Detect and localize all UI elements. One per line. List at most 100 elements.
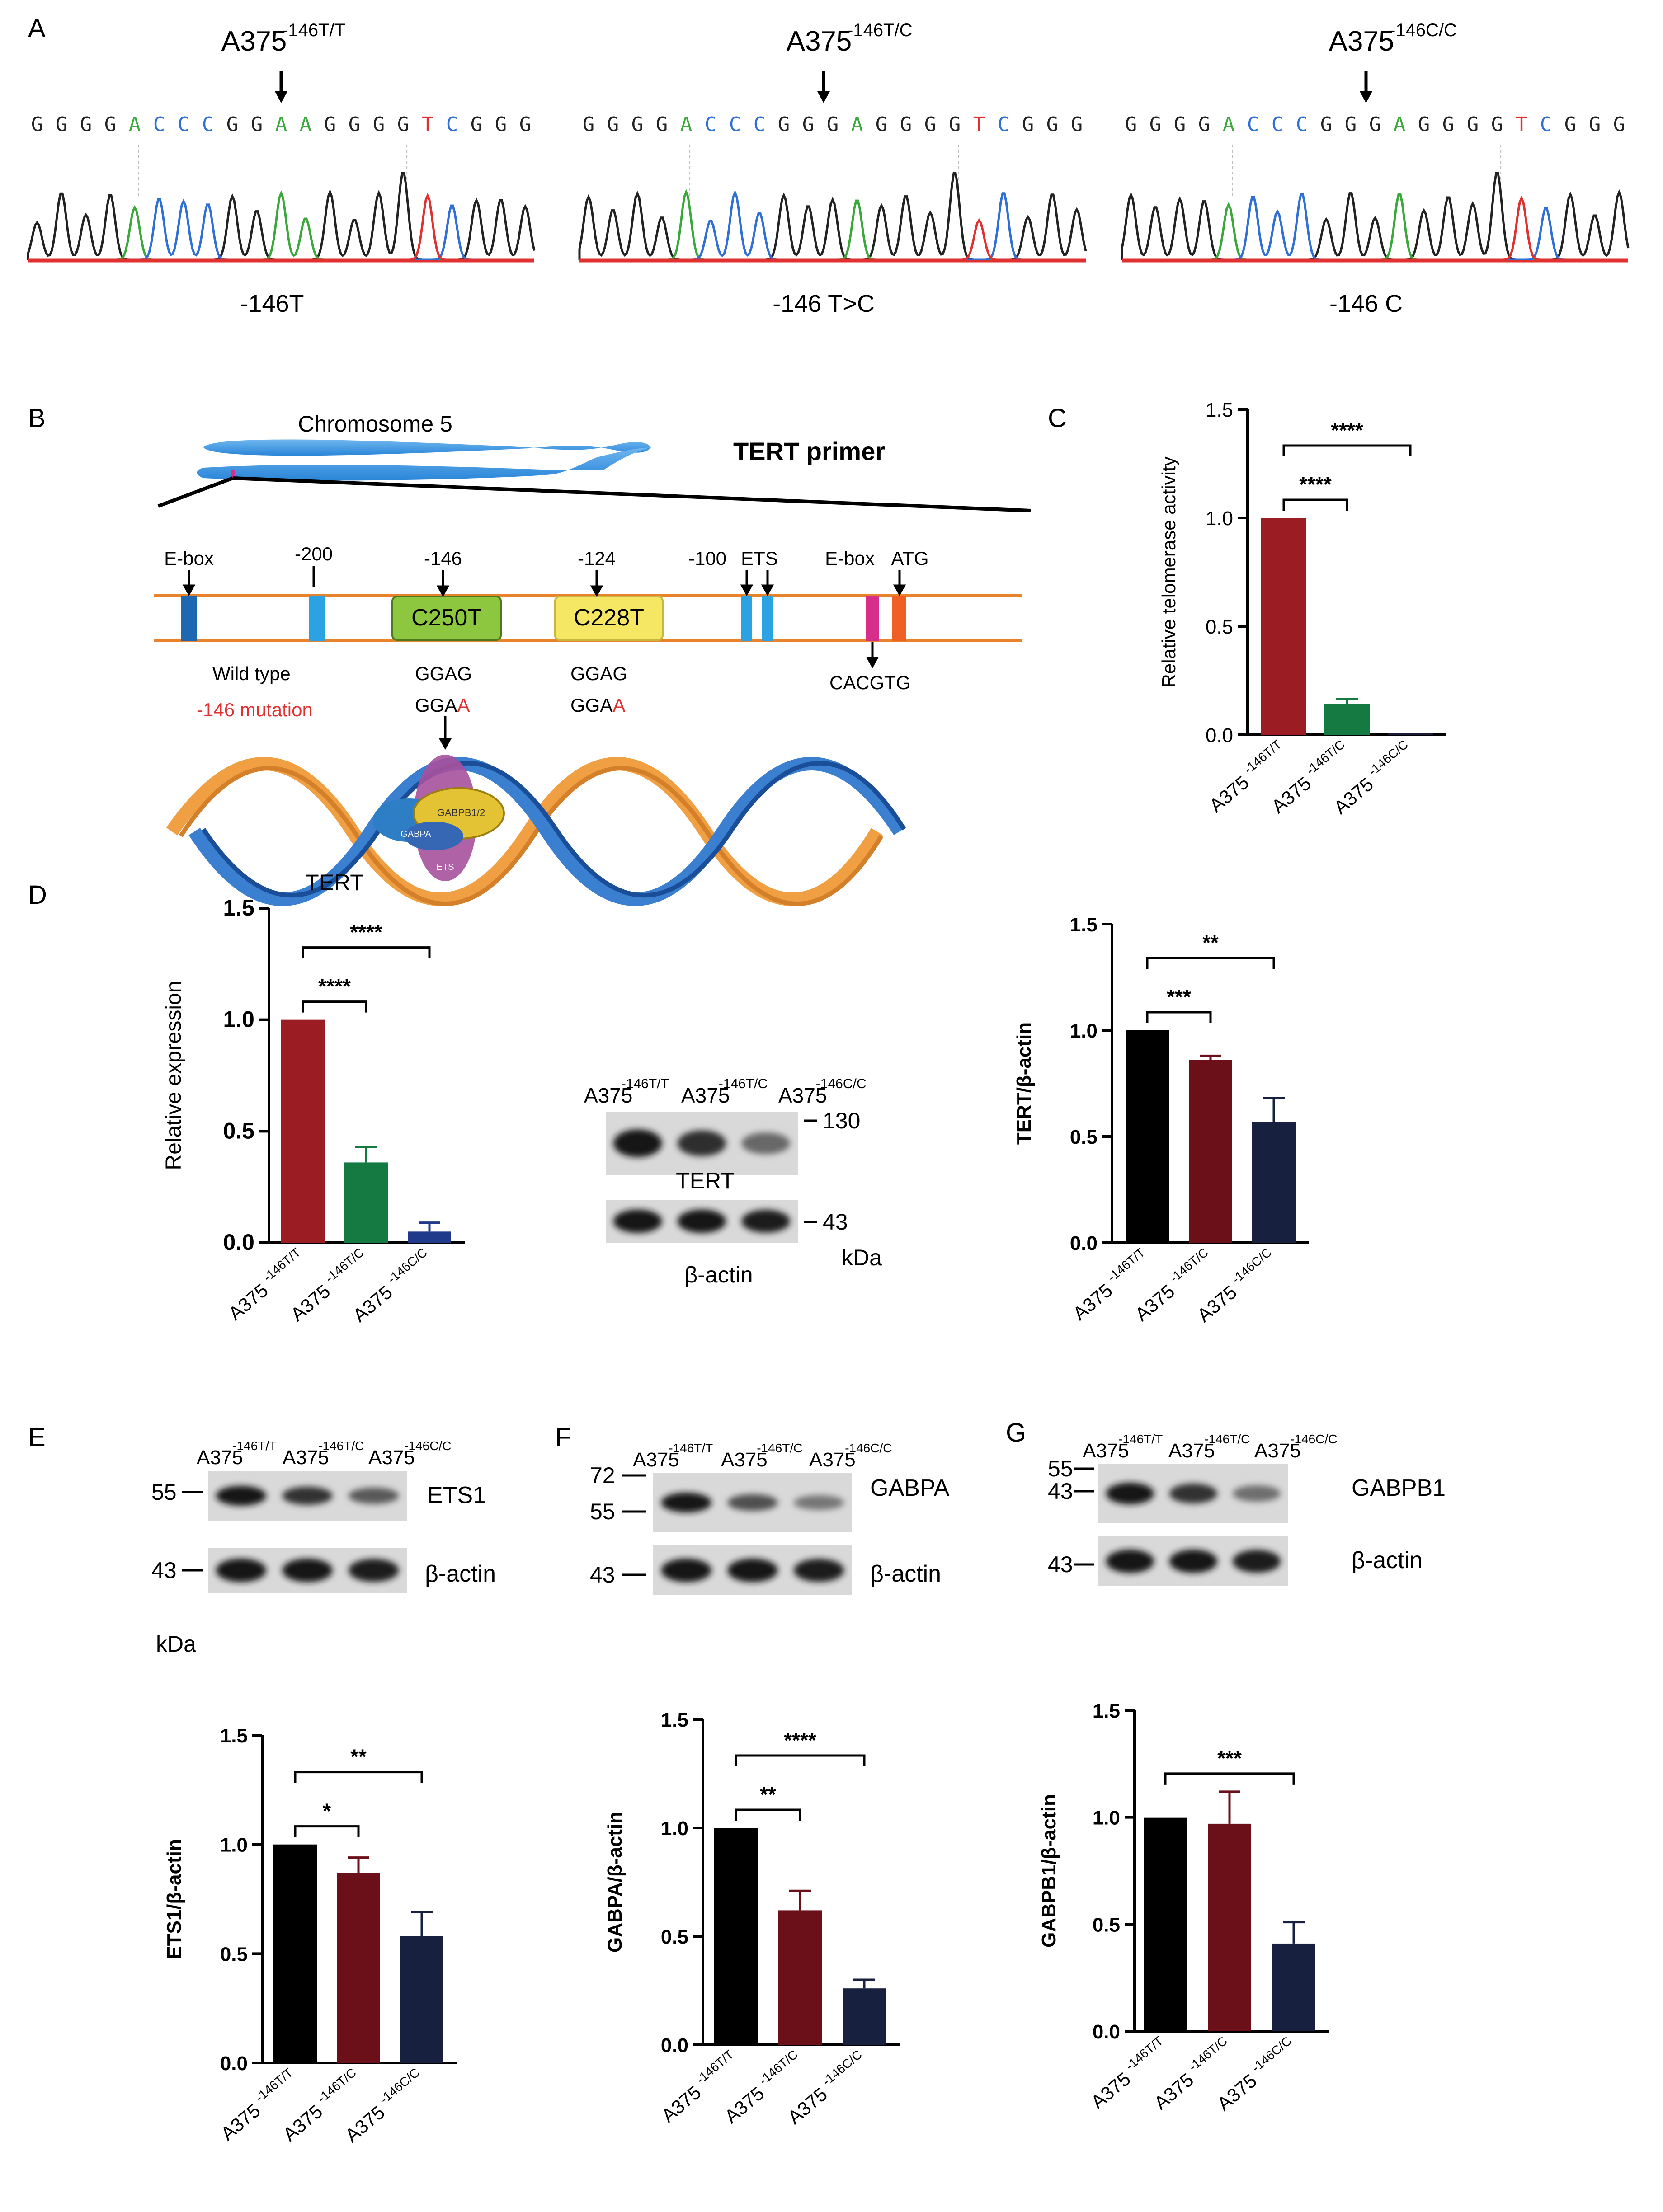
y-tick-label: 0.5 [661, 1926, 688, 1948]
band [661, 1493, 712, 1512]
base-call: C [1540, 113, 1552, 136]
lane-genotype: -146C/C [816, 1076, 867, 1091]
lane-genotype: -146T/C [1204, 1432, 1250, 1446]
lane-genotype: -146T/T [669, 1441, 713, 1455]
y-tick-label: 0.5 [1070, 1126, 1098, 1148]
base-call: A [851, 113, 863, 136]
base-call: A [300, 113, 312, 136]
base-call: G [1442, 113, 1455, 136]
trace-curve [578, 172, 1087, 261]
chromosome-5-lower-arm [197, 447, 651, 481]
base-call: G [802, 113, 815, 136]
y-tick-label: 0.5 [220, 1943, 248, 1965]
y-tick-label: 1.0 [220, 1834, 248, 1856]
y-tick-label: 1.5 [220, 1725, 248, 1747]
wt-seq-146: GGAG [415, 663, 472, 684]
base-call: A [680, 113, 693, 136]
base-call: C [754, 113, 766, 136]
bar [1126, 1030, 1169, 1243]
significance-label: **** [1299, 473, 1332, 496]
actin-blot-label: β-actin [425, 1561, 496, 1587]
chromatogram-1: A375-146T/TG G G G A C C C G G A A G G G G T C G G G-146T [27, 20, 536, 317]
chromosome-label: Chromosome 5 [298, 411, 452, 437]
bar [281, 1019, 325, 1243]
base-call: G [104, 113, 117, 136]
mut-seq-124-suffix: A [612, 695, 625, 716]
band [793, 1559, 844, 1582]
bar [1189, 1060, 1232, 1243]
base-call: G [349, 113, 361, 136]
base-call: G [1046, 113, 1059, 136]
bar [1208, 1823, 1251, 2031]
panel-label-f: F [555, 1423, 571, 1452]
gabpb-text: GABPB1/2 [437, 807, 485, 818]
band [741, 1132, 790, 1155]
bar [1144, 1817, 1187, 2031]
significance-label: *** [1167, 985, 1191, 1009]
significance-bracket [1164, 1772, 1295, 1785]
base-call: C [178, 113, 190, 136]
lane-genotype: -146T/T [1118, 1432, 1163, 1446]
significance-bracket [294, 1771, 423, 1783]
band [613, 1209, 662, 1233]
base-call: T [422, 113, 434, 136]
bar [714, 1828, 758, 2045]
trace-title: A375 [221, 26, 287, 57]
significance-bracket [735, 1808, 801, 1821]
lane-label: A375 [1254, 1440, 1301, 1462]
ets-text: ETS [437, 862, 454, 872]
trace-curve [1121, 172, 1630, 261]
base-call: G [1369, 113, 1381, 136]
ebox-element-2 [866, 596, 879, 641]
lane-genotype: -146T/T [232, 1439, 277, 1453]
base-call: G [900, 113, 912, 136]
bar [1388, 733, 1433, 735]
ets1-blot-label: ETS1 [427, 1482, 486, 1508]
lane-label: A375 [1168, 1440, 1215, 1462]
panel-label-a: A [28, 14, 46, 43]
significance-bracket [1146, 1011, 1212, 1023]
ebox-label: E-box [164, 548, 214, 569]
lane-genotype: -146C/C [845, 1441, 892, 1455]
mut-seq-146-suffix: A [457, 695, 470, 716]
significance-label: ** [760, 1783, 776, 1806]
mut-seq-124: GGAA [570, 695, 625, 716]
chromosome-5 [203, 439, 651, 456]
band [1169, 1550, 1218, 1573]
base-call: G [1345, 113, 1357, 136]
trace-genotype: -146T/T [282, 20, 345, 40]
c250t-box [391, 596, 502, 641]
base-call: G [251, 113, 263, 136]
lane-genotype: -146T/T [622, 1076, 669, 1091]
mutation-label: -146 mutation [197, 699, 313, 720]
minus-200-element [309, 596, 325, 641]
atg-label: ATG [891, 548, 928, 569]
gabpb1-blot [1098, 1464, 1288, 1523]
size-marker: 43 [823, 1209, 848, 1235]
band [1106, 1550, 1154, 1573]
lane-label: A375 [197, 1446, 243, 1469]
significance-label: **** [784, 1728, 816, 1752]
y-tick-label: 1.0 [223, 1007, 254, 1032]
ets-element-2 [762, 596, 773, 641]
base-call: G [1320, 113, 1333, 136]
y-tick-label: 1.5 [661, 1709, 688, 1731]
ebox-label-2: E-box [825, 548, 875, 569]
significance-label: *** [1217, 1747, 1242, 1770]
band [793, 1495, 844, 1510]
base-call: C [1296, 113, 1308, 136]
size-marker: 55 [151, 1479, 177, 1505]
base-call: G [583, 113, 595, 136]
base-call: G [373, 113, 385, 136]
band [216, 1559, 267, 1582]
mut-seq-146: GGAA [415, 695, 470, 716]
y-tick-label: 1.5 [1093, 1700, 1120, 1722]
base-call: A [1394, 113, 1406, 136]
band [677, 1209, 726, 1233]
y-axis-label: Relative telomerase activity [1158, 456, 1179, 687]
y-tick-label: 1.0 [1206, 507, 1233, 530]
base-call: G [1071, 113, 1083, 136]
bar [843, 1988, 886, 2045]
band [727, 1494, 778, 1511]
